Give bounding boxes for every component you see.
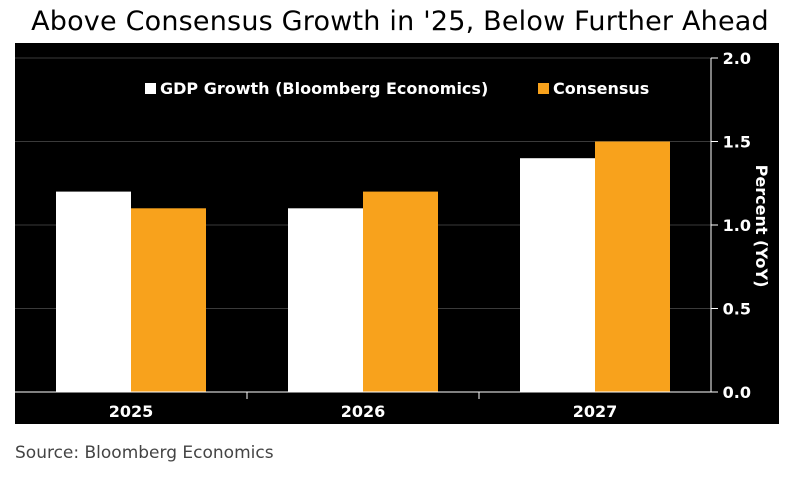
y-axis-label: Percent (YoY) [752,165,771,288]
x-tick-label: 2027 [573,402,618,421]
legend-swatch-gdp-growth [145,83,156,94]
bar-consensus-2025 [131,208,206,392]
bar-gdp-growth-2025 [56,191,131,392]
bar-consensus-2027 [595,141,670,392]
legend-label-gdp-growth: GDP Growth (Bloomberg Economics) [160,79,488,98]
bar-gdp-growth-2027 [520,158,595,392]
x-tick-label: 2026 [341,402,386,421]
y-tick-label: 0.5 [723,300,751,319]
bars [56,141,670,392]
source-note: Source: Bloomberg Economics [15,443,274,463]
legend-swatch-consensus [538,83,549,94]
y-tick-label: 2.0 [723,49,751,68]
y-tick-label: 1.5 [723,133,751,152]
legend: GDP Growth (Bloomberg Economics) Consensu… [145,79,649,98]
y-tick-label: 0.0 [723,383,751,402]
x-tick-label: 2025 [109,402,154,421]
axes: 0.0 0.5 1.0 1.5 2.0 2025 2026 2027 [15,49,751,421]
bar-gdp-growth-2026 [288,208,363,392]
bar-consensus-2026 [363,191,438,392]
legend-label-consensus: Consensus [553,79,649,98]
y-tick-label: 1.0 [723,216,751,235]
chart-title: Above Consensus Growth in '25, Below Fur… [31,6,769,37]
